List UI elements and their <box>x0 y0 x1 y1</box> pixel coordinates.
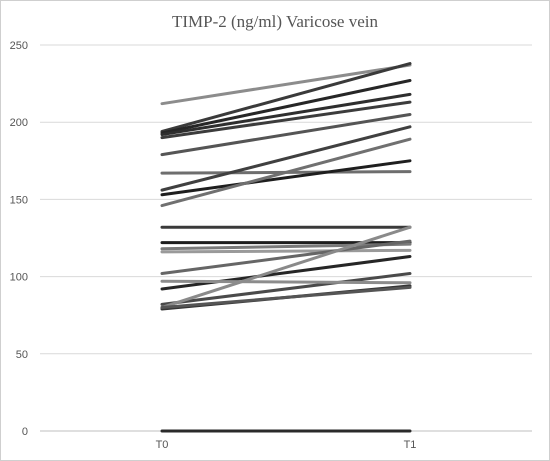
gridlines <box>40 44 532 432</box>
y-tick-label: 250 <box>10 40 28 52</box>
series-line-1 <box>160 63 412 106</box>
series-line-9 <box>160 159 412 197</box>
series-line-16 <box>160 255 412 291</box>
series-line-15 <box>160 239 412 276</box>
series-line-17 <box>160 272 412 306</box>
series-line-8 <box>160 125 412 192</box>
series-line-2 <box>160 62 412 133</box>
x-tick-label: T0 <box>156 439 169 451</box>
series-line-18 <box>160 225 412 309</box>
x-axis-ticks: T0 T1 <box>156 439 417 451</box>
series-line-6 <box>160 112 412 157</box>
y-tick-label: 100 <box>10 272 28 284</box>
series-line-14 <box>160 248 412 254</box>
y-tick-label: 150 <box>10 194 28 206</box>
series-line-13 <box>160 242 412 251</box>
y-tick-label: 50 <box>16 349 28 361</box>
series-line-4 <box>160 92 412 137</box>
y-tick-label: 200 <box>10 117 28 129</box>
series-line-20 <box>160 285 412 309</box>
series-line-10 <box>160 137 412 208</box>
series-line-5 <box>160 100 412 140</box>
chart-title: TIMP-2 (ng/ml) Varicose vein <box>172 12 379 31</box>
series-lines <box>160 62 412 433</box>
y-tick-label: 0 <box>22 426 28 438</box>
series-line-21 <box>160 279 412 285</box>
series-line-3 <box>160 79 412 135</box>
x-tick-label: T1 <box>404 439 417 451</box>
y-axis-ticks: 0 50 100 150 200 250 <box>10 40 28 438</box>
